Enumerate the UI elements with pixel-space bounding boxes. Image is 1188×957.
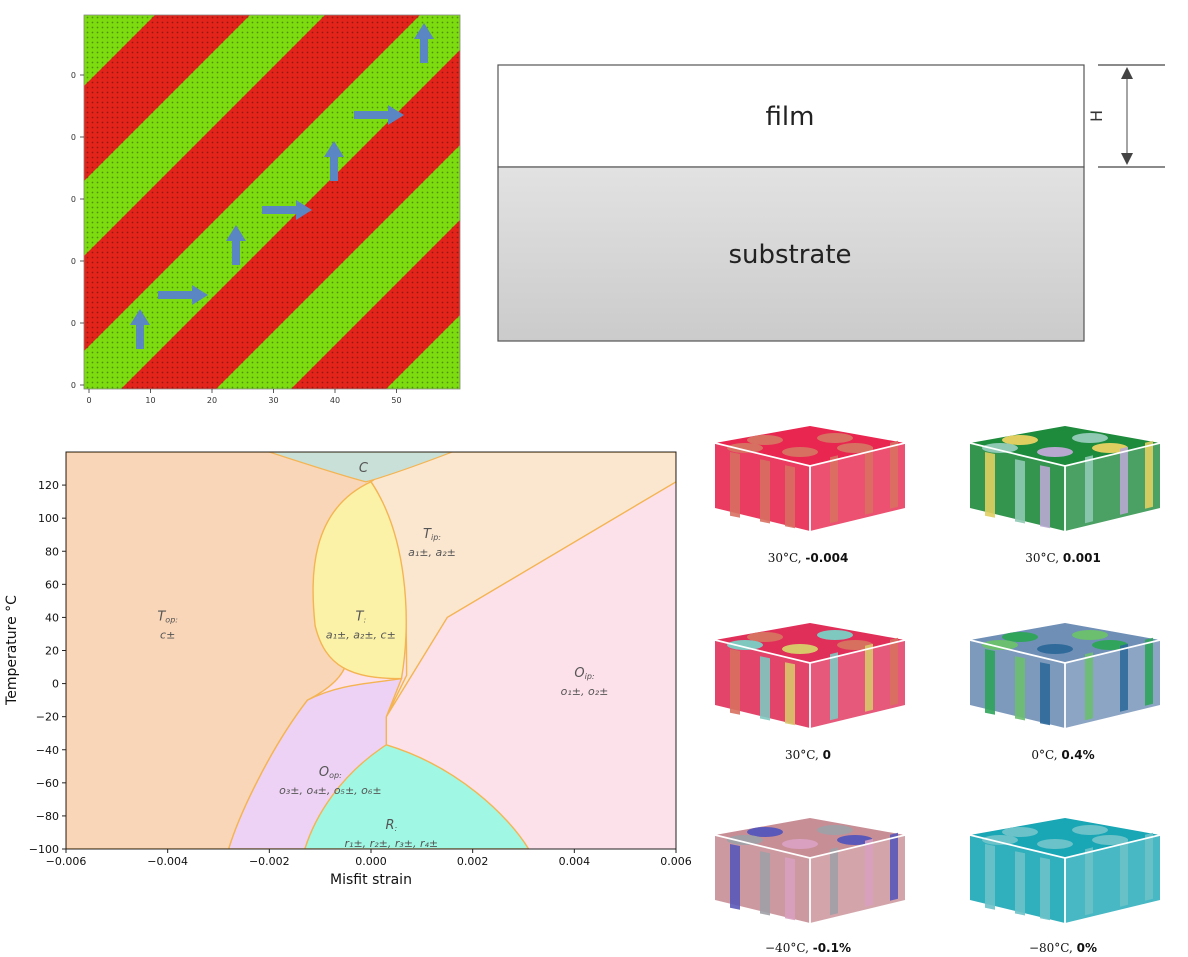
simulation-cube	[714, 426, 906, 531]
svg-text:o₁±, o₂±: o₁±, o₂±	[561, 685, 609, 698]
y-tick-label: −40	[36, 744, 59, 757]
svg-text:o₃±, o₄±, o₅±, o₆±: o₃±, o₄±, o₅±, o₆±	[279, 784, 381, 797]
x-tick-label: 0	[86, 396, 91, 405]
y-tick-label: −60	[36, 777, 59, 790]
polarization-up-arrow	[324, 141, 344, 181]
phase-region-T	[312, 480, 407, 680]
simulation-caption: −80°C, 0%	[1028, 941, 1098, 955]
polarization-up-arrow	[226, 225, 246, 265]
y-tick-label: 0	[71, 195, 76, 204]
y-tick-label: 0	[71, 257, 76, 266]
x-tick-label: 50	[391, 396, 401, 405]
y-tick-label: 60	[45, 578, 59, 591]
polarization-right-arrow	[158, 285, 208, 305]
polarization-up-arrow	[414, 23, 434, 63]
x-axis-label: Misfit strain	[330, 872, 412, 888]
polarization-right-arrow	[262, 200, 312, 220]
y-tick-label: 0	[71, 319, 76, 328]
substrate-label: substrate	[728, 240, 851, 270]
svg-text:a₁±, a₂±, c±: a₁±, a₂±, c±	[326, 629, 396, 642]
y-tick-label: −100	[29, 843, 59, 856]
phase-region-C	[269, 452, 453, 483]
simulation-caption: −40°C, -0.1%	[765, 941, 851, 955]
x-tick-label: 20	[207, 396, 217, 405]
simulation-cube	[969, 426, 1161, 531]
x-tick-label: 0.004	[559, 855, 591, 868]
x-tick-label: −0.002	[249, 855, 290, 868]
y-tick-label: 100	[38, 512, 59, 525]
x-tick-label: 30	[268, 396, 278, 405]
simulation-cube	[714, 623, 906, 728]
thickness-label: H	[1087, 110, 1106, 122]
y-tick-label: −20	[36, 711, 59, 724]
simulation-caption: 0°C, 0.4%	[1031, 748, 1095, 762]
substrate-layer	[497, 166, 1085, 342]
x-tick-label: 10	[145, 396, 155, 405]
simulation-cube	[969, 623, 1161, 728]
simulation-caption: 30°C, 0	[784, 748, 831, 762]
x-tick-label: 0.000	[355, 855, 387, 868]
y-axis-label: Temperature °C	[4, 595, 20, 706]
phase-label-C-main: C	[359, 461, 369, 476]
simulation-cube	[969, 818, 1161, 923]
svg-text:C: C	[359, 461, 369, 476]
phase-label-R-: R: r₁±, r₂±, r₃±, r₄±	[345, 818, 439, 850]
y-tick-label: 120	[38, 479, 59, 492]
simulation-caption: 30°C, 0.001	[1025, 551, 1101, 565]
stripe-domain-panel: 0 10 20 30 40 50 0 0 0 0 0 0	[71, 14, 461, 405]
film-layer	[497, 64, 1085, 168]
svg-text:c±: c±	[160, 629, 175, 642]
simulation-cube	[714, 818, 906, 923]
phase-label-T-: T: a₁±, a₂±, c±	[326, 610, 396, 642]
simulation-caption: 30°C, -0.004	[767, 551, 849, 565]
phase-region-R	[304, 744, 530, 849]
x-tick-label: 0.006	[660, 855, 692, 868]
y-tick-label: 80	[45, 545, 59, 558]
y-tick-label: 0	[71, 133, 76, 142]
svg-text:a₁±, a₂±: a₁±, a₂±	[408, 546, 456, 559]
y-tick-label: 20	[45, 645, 59, 658]
film-substrate-schematic: film substrate H	[497, 64, 1165, 342]
x-tick-label: 40	[330, 396, 340, 405]
phase-diagram: −0.006 −0.004 −0.002 0.000 0.002 0.004 0.006 −1…	[4, 451, 692, 888]
x-tick-label: −0.006	[46, 855, 87, 868]
svg-text:r₁±, r₂±, r₃±, r₄±: r₁±, r₂±, r₃±, r₄±	[345, 837, 439, 850]
svg-text:T:: T:	[356, 610, 367, 625]
film-label: film	[766, 102, 815, 132]
y-tick-label: 0	[71, 381, 76, 390]
polarization-right-arrow	[354, 105, 404, 125]
y-tick-label: 40	[45, 611, 59, 624]
x-tick-label: −0.004	[147, 855, 188, 868]
y-tick-label: 0	[71, 71, 76, 80]
x-tick-label: 0.002	[457, 855, 489, 868]
svg-text:R:: R:	[385, 818, 397, 833]
y-tick-label: 0	[52, 678, 59, 691]
polarization-up-arrow	[130, 309, 150, 349]
y-tick-label: −80	[36, 810, 59, 823]
